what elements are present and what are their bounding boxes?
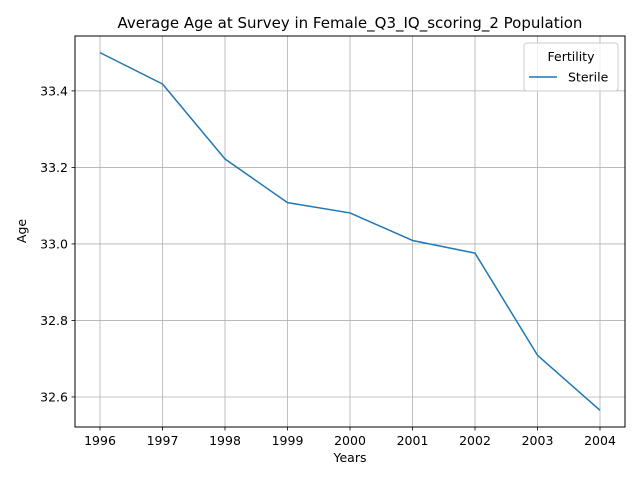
x-tick-label: 1998 [209, 433, 241, 448]
y-axis-label: Age [14, 219, 29, 243]
legend-title: Fertility [548, 49, 596, 64]
y-tick-label: 32.6 [40, 389, 68, 404]
legend-label-sterile: Sterile [568, 70, 609, 85]
series-layer [99, 51, 601, 411]
x-tick-label: 2003 [522, 433, 554, 448]
x-tick-label: 2000 [334, 433, 366, 448]
x-tick-label: 1999 [272, 433, 304, 448]
y-tick-label: 33.0 [40, 236, 68, 251]
chart-title: Average Age at Survey in Female_Q3_IQ_sc… [118, 14, 583, 33]
x-tick-label: 1997 [147, 433, 179, 448]
legend-box [523, 42, 619, 92]
legend: Fertility Sterile [523, 42, 619, 92]
x-axis-label: Years [333, 450, 367, 465]
x-tick-label: 2004 [584, 433, 616, 448]
grid [75, 36, 625, 427]
x-tick-label: 2001 [397, 433, 429, 448]
y-tick-label: 33.4 [40, 83, 68, 98]
x-tick-label: 2002 [459, 433, 491, 448]
ticks: 1996 1997 1998 1999 2000 2001 2002 2003 2004 32.6… [40, 83, 616, 448]
y-tick-label: 32.8 [40, 313, 68, 328]
x-tick-label: 1996 [84, 433, 116, 448]
y-tick-label: 33.2 [40, 160, 68, 175]
